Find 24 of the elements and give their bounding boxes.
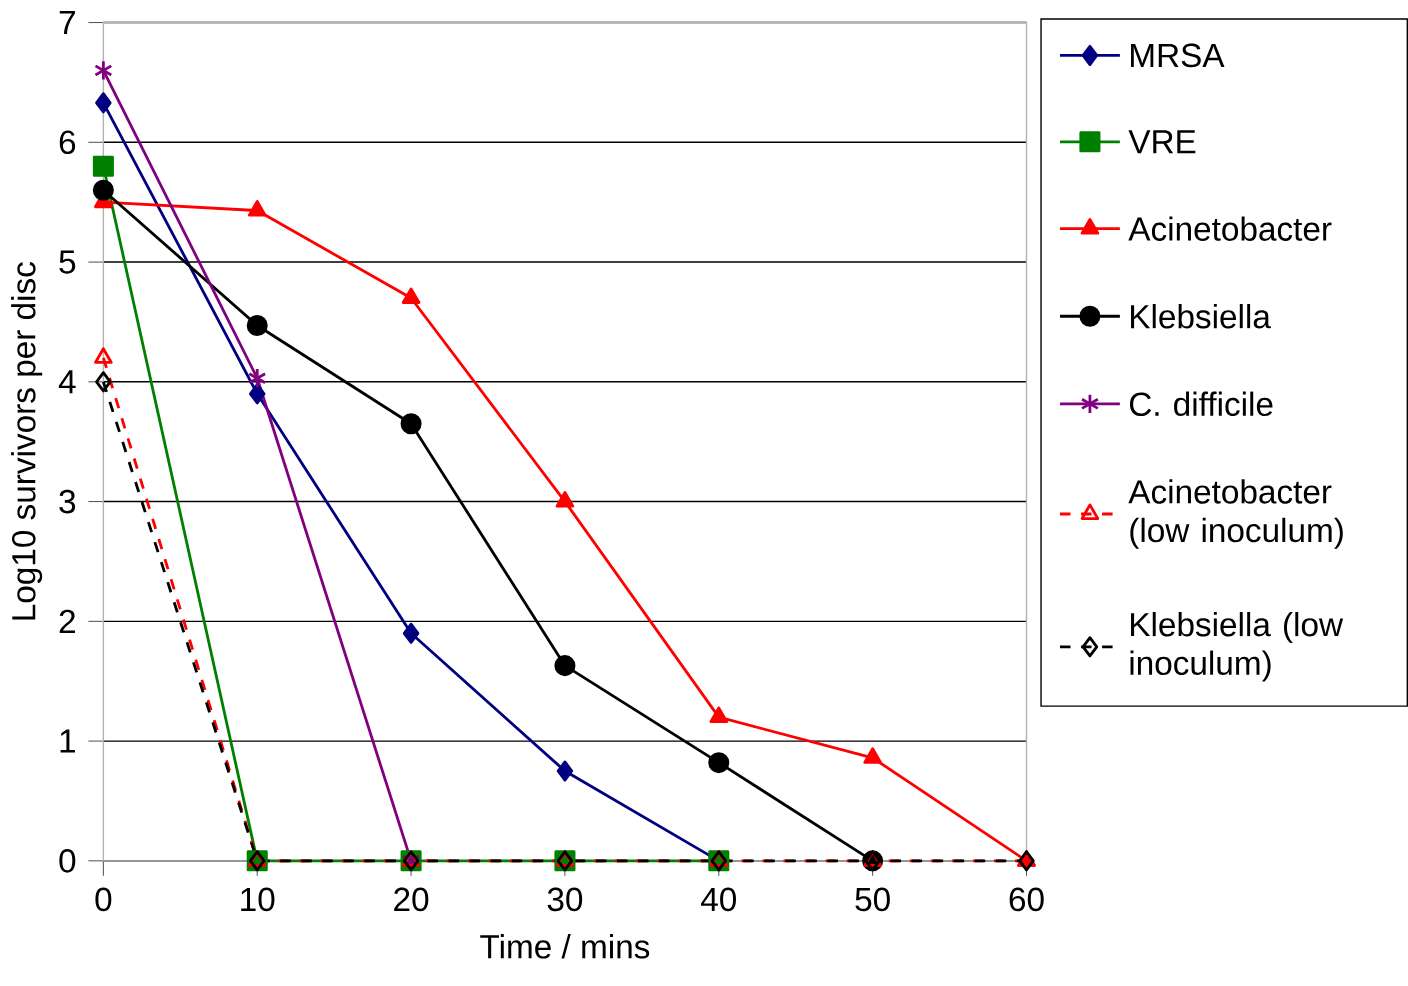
legend-label: MRSA xyxy=(1131,43,1225,68)
y-tick-label: 6 xyxy=(59,130,76,155)
x-axis-title: Time / mins xyxy=(480,934,650,959)
legend-label: Klebsiella xyxy=(1131,304,1271,329)
y-tick-label: 7 xyxy=(59,11,75,35)
y-tick-label: 1 xyxy=(60,729,75,753)
y-tick-label: 0 xyxy=(59,849,76,873)
x-tick-label: 10 xyxy=(241,887,275,912)
x-tick-label: 50 xyxy=(855,887,890,912)
y-tick-label: 2 xyxy=(59,609,75,634)
legend-label: Acinetobacter (low inoculum) xyxy=(1128,479,1343,550)
x-tick-label: 60 xyxy=(1009,887,1044,912)
x-tick-label: 40 xyxy=(701,887,736,912)
y-tick-label: 3 xyxy=(59,489,76,514)
y-axis-title: Log10 survivors per disc xyxy=(11,262,43,620)
legend-label: Klebsiella (low inoculum) xyxy=(1130,612,1344,682)
legend-label: Acinetobacter xyxy=(1128,216,1332,242)
y-tick-label: 4 xyxy=(58,370,76,394)
y-tick-label: 5 xyxy=(59,250,76,274)
legend-label: C. difficile xyxy=(1129,391,1273,417)
x-tick-label: 20 xyxy=(394,887,429,912)
x-tick-label: 30 xyxy=(547,887,583,912)
legend-label: VRE xyxy=(1128,130,1196,154)
x-tick-label: 0 xyxy=(95,887,112,912)
